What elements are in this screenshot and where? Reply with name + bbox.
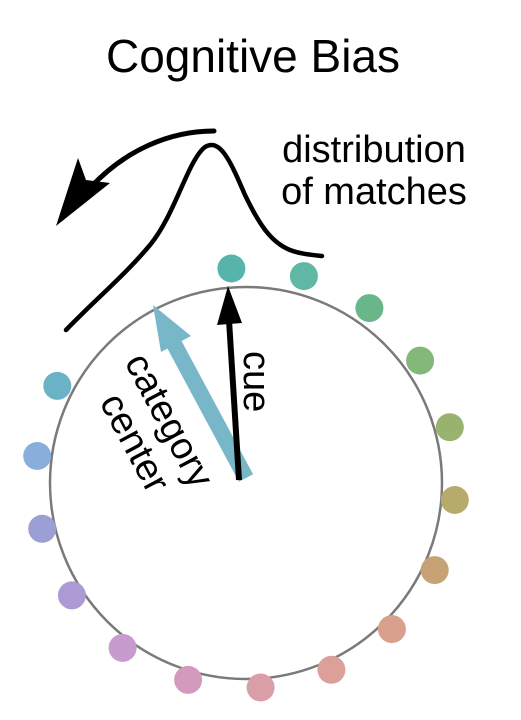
color-dots bbox=[23, 254, 469, 702]
color-dot bbox=[57, 581, 86, 610]
color-dot bbox=[355, 294, 384, 323]
color-dot bbox=[217, 254, 246, 283]
distribution-curve bbox=[63, 142, 325, 333]
color-dot bbox=[108, 633, 137, 662]
cue-arrow bbox=[217, 286, 242, 481]
color-dot bbox=[43, 371, 72, 400]
color-dot bbox=[246, 673, 275, 702]
color-dot bbox=[28, 514, 57, 543]
shift-arrow-head bbox=[56, 158, 110, 226]
color-dot bbox=[377, 615, 406, 644]
annotation-line-2: of matches bbox=[281, 171, 467, 213]
color-dot bbox=[174, 665, 203, 694]
color-dot bbox=[420, 556, 449, 585]
color-dot bbox=[317, 655, 346, 684]
color-dot bbox=[435, 413, 464, 442]
diagram-title: Cognitive Bias bbox=[106, 30, 400, 82]
category-center-arrow bbox=[153, 305, 254, 482]
color-dot bbox=[289, 262, 318, 291]
cue-label: cue bbox=[235, 351, 277, 412]
color-wheel-circle bbox=[48, 285, 444, 681]
shift-arrow-curve bbox=[87, 128, 217, 191]
color-dot bbox=[440, 486, 469, 514]
color-dot bbox=[406, 346, 435, 375]
color-dot bbox=[23, 442, 52, 470]
annotation-line-1: distribution bbox=[282, 129, 466, 171]
